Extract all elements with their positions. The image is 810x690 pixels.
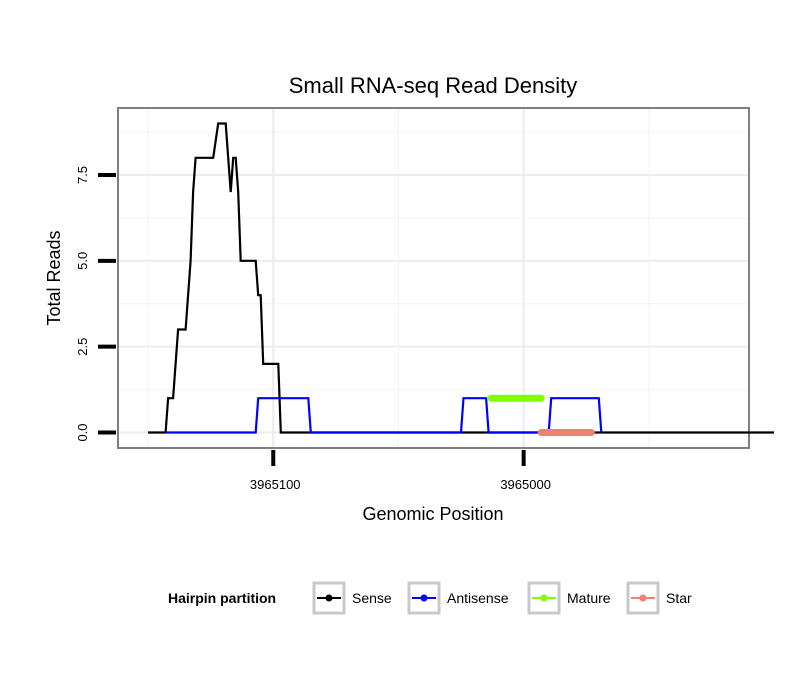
legend-item-star: Star xyxy=(626,581,692,615)
x-axis-title: Genomic Position xyxy=(362,504,503,524)
x-tick-label: 3965000 xyxy=(500,477,551,492)
legend-label: Antisense xyxy=(447,590,509,606)
y-tick-label: 2.5 xyxy=(75,338,90,356)
axes: 0.0 2.5 5.0 7.5 3965100 3965000 xyxy=(75,166,551,492)
legend: Hairpin partition Sense Antisense Mature St… xyxy=(168,581,692,615)
legend-item-mature: Mature xyxy=(527,581,611,615)
y-tick-label: 5.0 xyxy=(75,252,90,270)
y-tick-label: 7.5 xyxy=(75,166,90,184)
legend-key-point xyxy=(639,594,647,602)
plot-panel-border xyxy=(117,107,750,449)
legend-key-point xyxy=(325,594,333,602)
legend-label: Sense xyxy=(352,590,392,606)
series-layer xyxy=(148,122,774,436)
legend-label: Mature xyxy=(567,590,611,606)
chart-title: Small RNA-seq Read Density xyxy=(289,73,578,98)
legend-title: Hairpin partition xyxy=(168,590,276,606)
legend-item-antisense: Antisense xyxy=(407,581,509,615)
legend-label: Star xyxy=(666,590,692,606)
y-tick-label: 0.0 xyxy=(75,423,90,441)
x-tick-label: 3965100 xyxy=(250,477,301,492)
legend-key-point xyxy=(540,594,548,602)
legend-key-point xyxy=(420,594,428,602)
series-line-antisense xyxy=(165,397,603,434)
series-line-sense xyxy=(148,122,774,434)
grid xyxy=(118,108,749,448)
legend-item-sense: Sense xyxy=(312,581,392,615)
y-axis-title: Total Reads xyxy=(44,230,64,325)
